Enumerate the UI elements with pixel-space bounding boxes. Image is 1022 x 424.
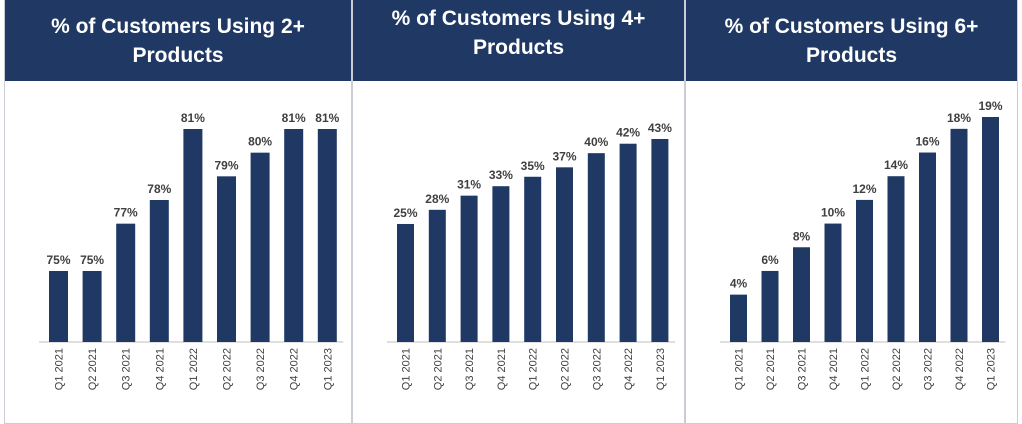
x-tick-label: Q2 2022 (222, 348, 234, 390)
bar (492, 186, 510, 342)
chart-title: % of Customers Using 2+ Products (5, 0, 351, 81)
data-label: 4% (730, 277, 748, 291)
bar (587, 153, 605, 342)
x-tick-label: Q2 2022 (560, 348, 572, 390)
data-label: 16% (915, 135, 939, 149)
data-label: 10% (821, 206, 845, 220)
bar-chart-6plus: 4% Q1 2021 6% Q2 2021 8% Q3 2021 10% Q4 2021 12%… (720, 99, 1006, 390)
bar (887, 176, 905, 342)
x-tick-label: Q1 2023 (322, 348, 334, 390)
bar-chart-2plus: 75% Q1 2021 75% Q2 2021 77% Q3 2021 78% Q4 2021… (39, 111, 344, 390)
x-tick-label: Q2 2022 (891, 348, 903, 390)
data-label: 28% (425, 192, 449, 206)
x-tick-label: Q4 2021 (496, 348, 508, 390)
data-label: 42% (616, 126, 640, 140)
bar (397, 223, 414, 342)
x-tick-label: Q3 2022 (255, 348, 267, 390)
bar (619, 143, 637, 342)
chart-panel-4plus: % of Customers Using 4+ Products 25% Q1 2… (352, 0, 685, 424)
bar (761, 270, 779, 342)
x-tick-label: Q1 2021 (54, 348, 66, 390)
chart-panel-6plus: % of Customers Using 6+ Products 4% Q1 20… (685, 0, 1018, 424)
data-label: 43% (648, 121, 672, 135)
data-label: 80% (248, 135, 272, 149)
bar (651, 139, 669, 342)
bar (524, 176, 542, 342)
x-tick-label: Q4 2022 (623, 348, 635, 390)
bar (730, 294, 747, 342)
bar (49, 271, 68, 342)
bar (149, 200, 169, 342)
x-tick-label: Q4 2021 (154, 348, 166, 390)
x-tick-label: Q1 2021 (401, 348, 413, 390)
x-tick-label: Q4 2021 (828, 348, 840, 390)
bar (317, 129, 337, 342)
data-label: 33% (489, 168, 513, 182)
x-tick-label: Q4 2022 (289, 348, 301, 390)
bar (284, 129, 304, 342)
bar (250, 152, 270, 342)
data-label: 35% (521, 159, 545, 173)
bar (556, 167, 573, 342)
x-tick-label: Q3 2022 (591, 348, 603, 390)
bar (428, 209, 446, 342)
bar (856, 199, 873, 342)
x-tick-label: Q2 2021 (765, 348, 777, 390)
x-tick-label: Q1 2023 (986, 348, 998, 390)
bar (217, 176, 236, 342)
x-tick-label: Q3 2022 (923, 348, 935, 390)
x-tick-label: Q3 2021 (464, 348, 476, 390)
x-tick-label: Q1 2021 (734, 348, 746, 390)
data-label: 75% (46, 253, 70, 267)
data-label: 25% (393, 206, 417, 220)
bar (460, 195, 478, 342)
data-label: 40% (584, 135, 608, 149)
x-tick-label: Q1 2022 (860, 348, 872, 390)
data-label: 77% (114, 206, 138, 220)
data-label: 37% (552, 149, 576, 163)
bar (919, 152, 936, 342)
bar (116, 223, 136, 342)
data-label: 6% (761, 253, 779, 267)
data-label: 81% (315, 111, 339, 125)
x-tick-label: Q2 2021 (87, 348, 99, 390)
chart-title: % of Customers Using 6+ Products (686, 0, 1017, 81)
data-label: 18% (947, 111, 971, 125)
data-label: 14% (884, 158, 908, 172)
data-label: 78% (147, 182, 171, 196)
bar (183, 129, 203, 342)
bar-chart-4plus: 25% Q1 2021 28% Q2 2021 31% Q3 2021 33% Q4 2021… (387, 121, 676, 390)
bar (950, 128, 968, 342)
x-tick-label: Q3 2021 (121, 348, 133, 390)
data-label: 8% (793, 229, 811, 243)
data-label: 81% (181, 111, 205, 125)
data-label: 19% (978, 99, 1002, 113)
data-label: 31% (457, 178, 481, 192)
data-label: 79% (214, 158, 238, 172)
x-tick-label: Q2 2021 (432, 348, 444, 390)
chart-title: % of Customers Using 4+ Products (353, 0, 684, 81)
data-label: 12% (852, 182, 876, 196)
chart-panel-2plus: % of Customers Using 2+ Products 75% Q1 2… (4, 0, 352, 424)
data-label: 75% (80, 253, 104, 267)
x-tick-label: Q3 2021 (797, 348, 809, 390)
x-tick-label: Q1 2022 (528, 348, 540, 390)
x-tick-label: Q4 2022 (954, 348, 966, 390)
bar (982, 117, 999, 342)
bar (793, 247, 810, 342)
x-tick-label: Q1 2022 (188, 348, 200, 390)
x-tick-label: Q1 2023 (655, 348, 667, 390)
bar (82, 271, 102, 342)
data-label: 81% (282, 111, 306, 125)
bar (824, 223, 842, 342)
